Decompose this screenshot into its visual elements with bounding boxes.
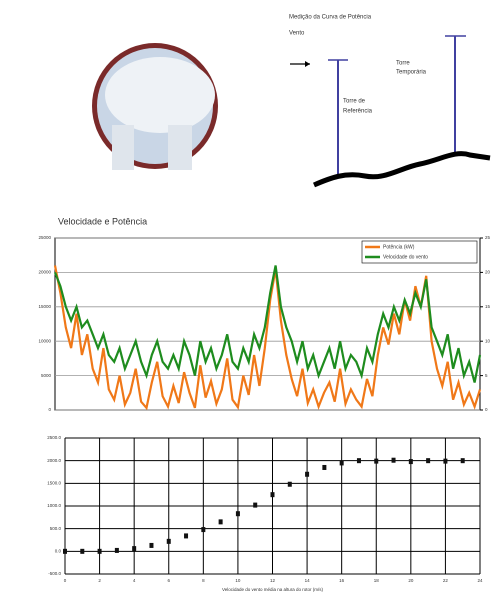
ref-tower-label: Referência [343, 109, 373, 115]
terrain [314, 154, 490, 185]
y-tick-label: -500.0 [48, 571, 61, 576]
point [409, 459, 413, 464]
y-tick-label: 500.0 [50, 526, 62, 531]
y2-tick-label: 10 [485, 338, 491, 343]
y-tick-label: 20000 [38, 270, 51, 275]
wind-label: Vento [289, 31, 305, 37]
legend-label: Velocidade do vento [383, 254, 428, 260]
x-tick-label: 10 [235, 578, 241, 583]
y-tick-label: 0.0 [55, 549, 62, 554]
legend-label: Potência (kW) [383, 244, 415, 250]
x-tick-label: 24 [477, 578, 483, 583]
y-tick-label: 15000 [38, 304, 51, 309]
arrow-head [305, 61, 310, 67]
point [443, 459, 447, 464]
point [426, 458, 430, 463]
point [149, 543, 153, 548]
x-tick-label: 20 [408, 578, 414, 583]
x-tick-label: 2 [98, 578, 101, 583]
point [374, 459, 378, 464]
turbine-photo [92, 43, 218, 170]
point [271, 492, 275, 497]
x-tick-label: 4 [133, 578, 136, 583]
point [167, 539, 171, 544]
x-tick-label: 14 [305, 578, 311, 583]
point [98, 549, 102, 554]
x-tick-label: 22 [443, 578, 449, 583]
point [80, 549, 84, 554]
x-tick-label: 8 [202, 578, 205, 583]
point [219, 519, 223, 524]
y-tick-label: 2500.0 [47, 435, 61, 440]
x-tick-label: 0 [64, 578, 67, 583]
y-tick-label: 1000.0 [47, 503, 61, 508]
temp-tower-label: Torre [396, 61, 410, 67]
y2-tick-label: 5 [485, 373, 488, 378]
point [184, 533, 188, 538]
point [322, 465, 326, 470]
y-tick-label: 0 [48, 407, 51, 412]
point [236, 511, 240, 516]
point [288, 482, 292, 487]
temp-tower-label: Temporária [396, 70, 427, 76]
point [392, 458, 396, 463]
point [305, 472, 309, 477]
y2-tick-label: 20 [485, 270, 491, 275]
y-tick-label: 1500.0 [47, 481, 61, 486]
point [63, 549, 67, 554]
point [201, 527, 205, 532]
point [132, 546, 136, 551]
y-tick-label: 25000 [38, 235, 51, 240]
ref-tower-label: Torre de [343, 99, 366, 105]
x-tick-label: 16 [339, 578, 345, 583]
y-tick-label: 10000 [38, 338, 51, 343]
point [340, 460, 344, 465]
y-tick-label: 5000 [41, 373, 52, 378]
series-line [55, 266, 480, 408]
y2-tick-label: 25 [485, 235, 491, 240]
point [357, 458, 361, 463]
diagram-title: Medição da Curva de Potência [289, 15, 372, 21]
x-tick-label: 6 [167, 578, 170, 583]
chart-title: Velocidade e Potência [58, 216, 147, 226]
x-tick-label: 12 [270, 578, 276, 583]
x-axis-label: Velocidade do vento média na altura do r… [222, 587, 324, 592]
point [461, 458, 465, 463]
point [115, 548, 119, 553]
tower [168, 125, 192, 170]
tower [112, 125, 134, 170]
y2-tick-label: 15 [485, 304, 491, 309]
page: Medição da Curva de Potência Vento Torre… [0, 0, 494, 596]
y-tick-label: 2000.0 [47, 458, 61, 463]
x-tick-label: 18 [374, 578, 380, 583]
y2-tick-label: 0 [485, 407, 488, 412]
nacelle [105, 57, 215, 133]
point [253, 503, 257, 508]
